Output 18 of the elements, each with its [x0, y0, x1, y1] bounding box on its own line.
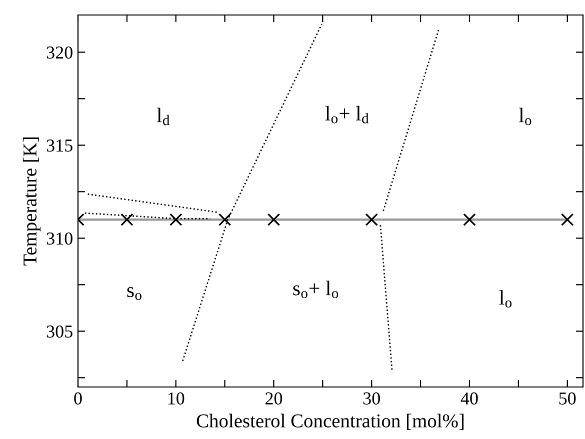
annotation: l$_{o}$ — [499, 290, 512, 308]
x-tick-label: 0 — [74, 392, 82, 405]
annotation: s$_{o}$ — [127, 287, 142, 300]
y-tick-label: 305 — [46, 325, 72, 338]
x-tick-label: 10 — [168, 392, 184, 405]
y-tick-label: 310 — [46, 232, 72, 245]
annotation: l$_{d}$ — [156, 108, 170, 126]
x-tick-label: 30 — [363, 392, 380, 405]
annotation: s$_{o}$+ l$_{o}$ — [293, 280, 338, 298]
x-tick-label: 40 — [460, 392, 478, 405]
annotation: l$_{o}$+ l$_{d}$ — [325, 106, 369, 124]
x-axis-title: Cholesterol Concentration [mol%] — [196, 414, 464, 430]
y-tick-label: 320 — [46, 46, 72, 59]
x-tick-label: 20 — [266, 392, 282, 405]
annotation: l$_{o}$ — [518, 108, 532, 126]
y-axis-title: Temperature [K] — [22, 138, 40, 266]
x-tick-label: 50 — [559, 392, 576, 405]
y-tick-label: 315 — [46, 140, 72, 152]
